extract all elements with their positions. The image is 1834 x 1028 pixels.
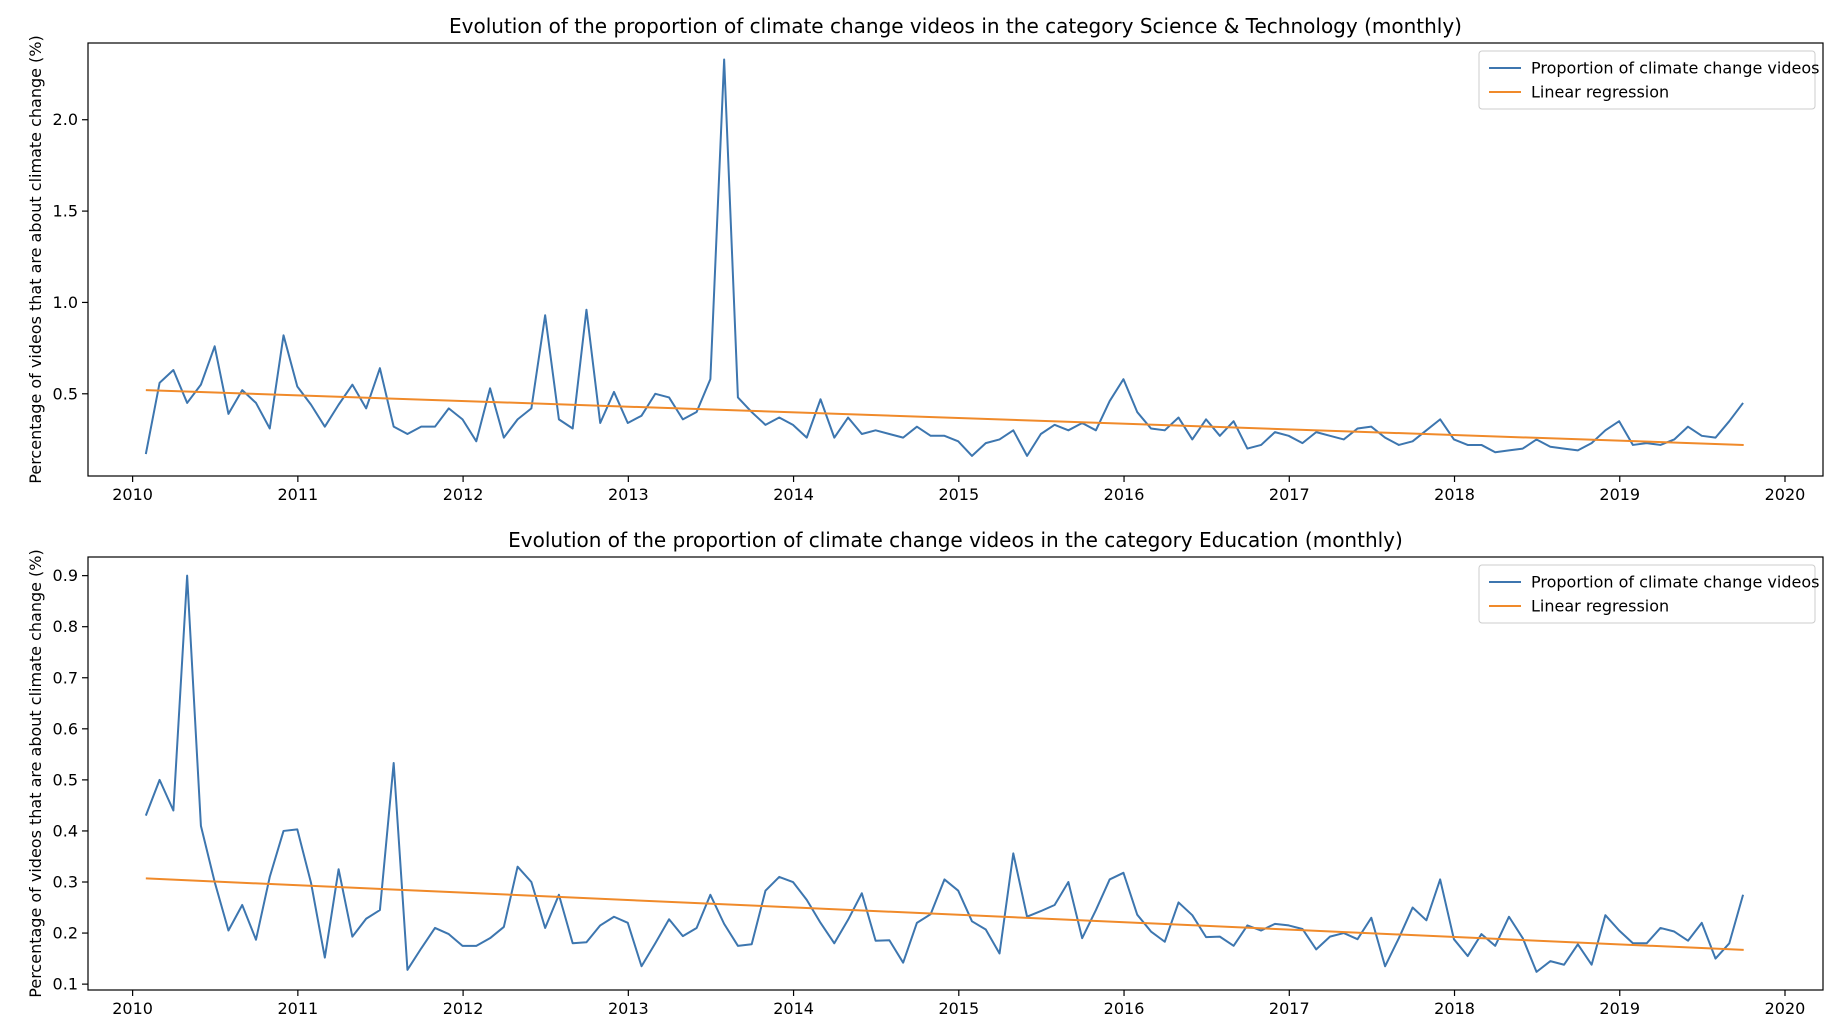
x-tick-label: 2011 — [277, 999, 318, 1018]
legend: Proportion of climate change videos Linea… — [1478, 564, 1819, 624]
y-tick-label: 0.1 — [53, 975, 78, 994]
x-tick-label: 2015 — [938, 999, 979, 1018]
plot-area — [87, 556, 1824, 991]
x-tick-label: 2017 — [1269, 485, 1310, 504]
series-line-proportion — [144, 574, 1745, 973]
x-tick-label: 2010 — [112, 485, 153, 504]
y-axis-label: Percentage of videos that are about clim… — [26, 549, 45, 997]
x-tick-label: 2020 — [1765, 999, 1806, 1018]
x-tick-label: 2015 — [938, 485, 979, 504]
legend-label: Proportion of climate change videos — [1531, 573, 1819, 592]
x-tick-label: 2016 — [1104, 485, 1145, 504]
legend-label: Proportion of climate change videos — [1531, 59, 1819, 78]
x-tick-label: 2013 — [608, 999, 649, 1018]
series-group — [144, 58, 1744, 457]
legend-box — [1478, 50, 1816, 110]
x-tick-label: 2011 — [277, 485, 318, 504]
y-tick-label: 0.8 — [53, 617, 78, 636]
y-tick-label: 0.5 — [53, 770, 78, 789]
chart-title: Evolution of the proportion of climate c… — [508, 528, 1403, 552]
y-tick-label: 0.4 — [53, 821, 78, 840]
x-tick-label: 2014 — [773, 999, 814, 1018]
x-tick-label: 2019 — [1599, 999, 1640, 1018]
y-tick-label: 0.3 — [53, 873, 78, 892]
x-tick-label: 2016 — [1104, 999, 1145, 1018]
legend: Proportion of climate change videos Linea… — [1478, 50, 1819, 110]
y-tick-label: 0.6 — [53, 719, 78, 738]
legend-label: Linear regression — [1531, 83, 1669, 102]
y-tick-label: 1.5 — [53, 202, 78, 221]
y-ticks: 0.1 0.2 0.3 0.4 0.5 0.6 0.7 0.8 0.9 — [53, 566, 88, 994]
x-tick-label: 2020 — [1765, 485, 1806, 504]
x-tick-label: 2017 — [1269, 999, 1310, 1018]
x-tick-label: 2018 — [1434, 485, 1475, 504]
y-tick-label: 0.5 — [53, 384, 78, 403]
chart-title: Evolution of the proportion of climate c… — [449, 14, 1462, 38]
series-line-regression — [145, 389, 1744, 446]
x-tick-label: 2012 — [443, 999, 484, 1018]
x-tick-label: 2012 — [443, 485, 484, 504]
chart-panel: Evolution of the proportion of climate c… — [26, 528, 1824, 1018]
y-tick-label: 1.0 — [53, 293, 78, 312]
x-tick-label: 2019 — [1599, 485, 1640, 504]
y-tick-label: 0.7 — [53, 668, 78, 687]
y-axis-label: Percentage of videos that are about clim… — [26, 35, 45, 483]
x-tick-label: 2014 — [773, 485, 814, 504]
x-tick-label: 2018 — [1434, 999, 1475, 1018]
x-tick-label: 2013 — [608, 485, 649, 504]
x-ticks: 2010 2011 2012 2013 2014 2015 2016 2017 2018 2019… — [112, 476, 1805, 504]
series-line-regression — [145, 877, 1744, 951]
x-ticks: 2010 2011 2012 2013 2014 2015 2016 2017 2018 2019… — [112, 990, 1805, 1018]
series-group — [144, 574, 1745, 973]
legend-box — [1478, 564, 1816, 624]
legend-label: Linear regression — [1531, 597, 1669, 616]
y-ticks: 0.5 1.0 1.5 2.0 — [53, 110, 88, 403]
y-tick-label: 2.0 — [53, 110, 78, 129]
series-line-proportion — [144, 58, 1744, 457]
chart-panel: Evolution of the proportion of climate c… — [26, 14, 1824, 504]
y-tick-label: 0.9 — [53, 566, 78, 585]
plot-area — [87, 42, 1824, 477]
x-tick-label: 2010 — [112, 999, 153, 1018]
y-tick-label: 0.2 — [53, 924, 78, 943]
